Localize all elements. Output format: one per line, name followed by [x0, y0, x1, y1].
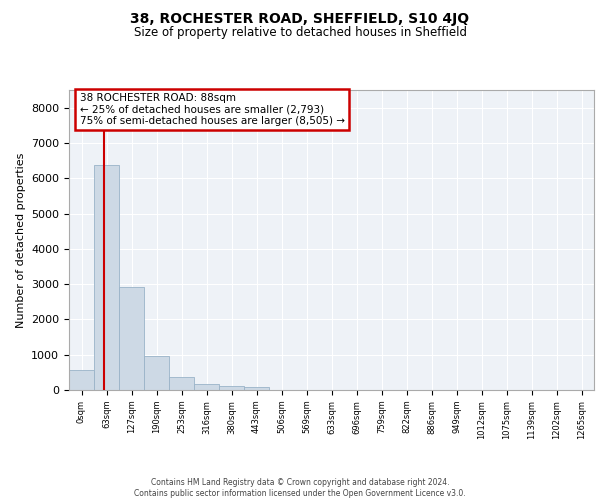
Bar: [194, 384, 219, 390]
Bar: [69, 370, 94, 390]
Bar: [144, 356, 169, 390]
Text: 38, ROCHESTER ROAD, SHEFFIELD, S10 4JQ: 38, ROCHESTER ROAD, SHEFFIELD, S10 4JQ: [130, 12, 470, 26]
Bar: [119, 286, 144, 390]
Text: Size of property relative to detached houses in Sheffield: Size of property relative to detached ho…: [133, 26, 467, 39]
Bar: [94, 165, 119, 390]
Bar: [169, 378, 194, 390]
Bar: [244, 387, 269, 390]
Y-axis label: Number of detached properties: Number of detached properties: [16, 152, 26, 328]
Text: Contains HM Land Registry data © Crown copyright and database right 2024.
Contai: Contains HM Land Registry data © Crown c…: [134, 478, 466, 498]
Bar: [219, 386, 244, 390]
Text: 38 ROCHESTER ROAD: 88sqm
← 25% of detached houses are smaller (2,793)
75% of sem: 38 ROCHESTER ROAD: 88sqm ← 25% of detach…: [79, 93, 344, 126]
